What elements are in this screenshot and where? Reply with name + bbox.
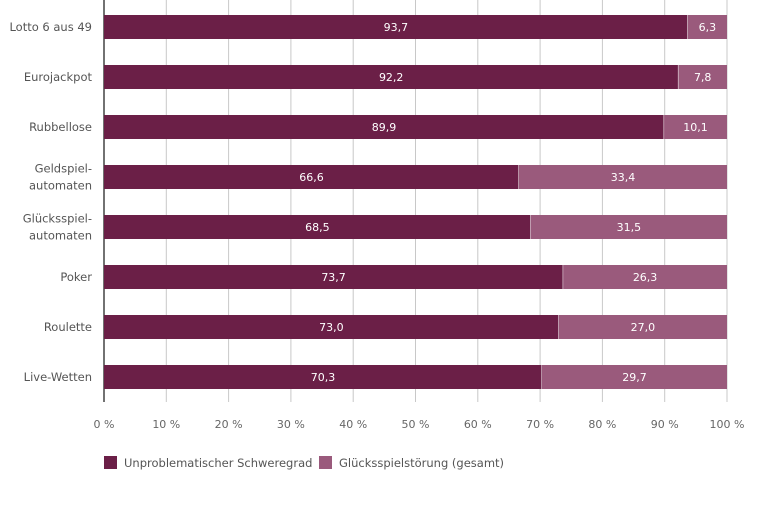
data-label: 29,7 [622, 371, 647, 384]
bar-segment [664, 115, 727, 139]
category-label: Glücksspiel- [23, 212, 92, 226]
bar-segment [563, 265, 727, 289]
data-label: 73,7 [321, 271, 346, 284]
category-label: Live-Wetten [24, 370, 92, 384]
data-label: 73,0 [319, 321, 344, 334]
bar-segment [687, 15, 727, 39]
x-tick-label: 70 % [526, 418, 554, 431]
x-tick-label: 30 % [277, 418, 305, 431]
legend-swatch [104, 456, 117, 469]
category-label: Geldspiel- [35, 162, 92, 176]
category-label: Poker [60, 270, 92, 284]
bar-segment [678, 65, 727, 89]
data-label: 68,5 [305, 221, 330, 234]
bar-segment [104, 15, 688, 39]
data-label: 27,0 [631, 321, 656, 334]
x-tick-label: 10 % [152, 418, 180, 431]
category-label: automaten [29, 179, 92, 193]
bar-segment [530, 215, 727, 239]
legend-label: Unproblematischer Schweregrad [124, 456, 312, 470]
x-tick-label: 0 % [94, 418, 115, 431]
data-label: 66,6 [299, 171, 324, 184]
category-label: Eurojackpot [24, 70, 93, 84]
bar-segment [104, 365, 542, 389]
category-label: Lotto 6 aus 49 [9, 20, 92, 34]
x-tick-label: 60 % [464, 418, 492, 431]
data-label: 33,4 [611, 171, 636, 184]
x-tick-label: 100 % [710, 418, 745, 431]
category-label: Rubbellose [29, 120, 92, 134]
bar-segment [104, 115, 665, 139]
bar-segment [541, 365, 727, 389]
x-tick-label: 20 % [215, 418, 243, 431]
data-label: 6,3 [699, 21, 717, 34]
x-tick-label: 90 % [651, 418, 679, 431]
legend-label: Glücksspielstörung (gesamt) [339, 456, 504, 470]
bar-segment [104, 265, 564, 289]
data-label: 93,7 [384, 21, 409, 34]
data-label: 92,2 [379, 71, 404, 84]
x-tick-label: 50 % [402, 418, 430, 431]
x-tick-label: 80 % [588, 418, 616, 431]
data-label: 10,1 [683, 121, 708, 134]
bar-segment [104, 65, 679, 89]
data-label: 70,3 [311, 371, 336, 384]
category-label: automaten [29, 229, 92, 243]
data-label: 7,8 [694, 71, 712, 84]
bar-segment [104, 215, 531, 239]
legend-swatch [319, 456, 332, 469]
data-label: 89,9 [372, 121, 397, 134]
data-label: 26,3 [633, 271, 658, 284]
bar-segment [104, 315, 559, 339]
bar-segment [104, 165, 519, 189]
bar-segment [518, 165, 727, 189]
bar-segment [558, 315, 727, 339]
data-label: 31,5 [617, 221, 642, 234]
category-label: Roulette [44, 320, 92, 334]
x-tick-label: 40 % [339, 418, 367, 431]
